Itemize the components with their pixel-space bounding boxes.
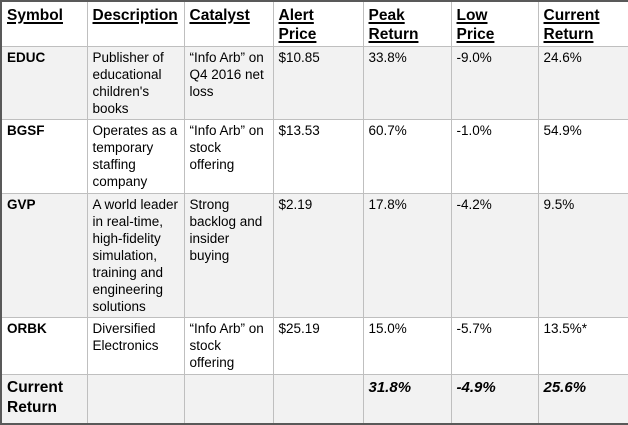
catalyst-cell: Strong backlog and insider buying bbox=[183, 193, 274, 318]
peak-return-cell: 17.8% bbox=[362, 193, 452, 318]
alert-price-cell: $25.19 bbox=[272, 317, 364, 375]
catalyst-cell: “Info Arb” on stock offering bbox=[183, 317, 274, 375]
header-row: Symbol Description Catalyst Alert Price … bbox=[0, 0, 628, 47]
alert-price-cell: $2.19 bbox=[272, 193, 364, 318]
symbol-cell: BGSF bbox=[0, 119, 88, 194]
symbol-cell: GVP bbox=[0, 193, 88, 318]
footer-empty-alert-price bbox=[272, 374, 364, 424]
table-row-orbk: ORBK Diversified Electronics “Info Arb” … bbox=[0, 317, 628, 375]
footer-low-price: -4.9% bbox=[450, 374, 539, 424]
peak-return-cell: 33.8% bbox=[362, 46, 452, 120]
header-cell-peak-return: Peak Return bbox=[362, 0, 452, 47]
header-cell-alert-price: Alert Price bbox=[272, 0, 364, 47]
footer-empty-catalyst bbox=[183, 374, 274, 424]
description-cell: Operates as a temporary staffing company bbox=[86, 119, 185, 194]
low-price-cell: -1.0% bbox=[450, 119, 539, 194]
footer-peak-return: 31.8% bbox=[362, 374, 452, 424]
alert-price-cell: $13.53 bbox=[272, 119, 364, 194]
footer-empty-description bbox=[86, 374, 185, 424]
current-return-cell: 54.9% bbox=[537, 119, 628, 194]
description-cell: Diversified Electronics bbox=[86, 317, 185, 375]
footer-row: Current Return 31.8% -4.9% 25.6% bbox=[0, 374, 628, 424]
peak-return-cell: 15.0% bbox=[362, 317, 452, 375]
description-cell: A world leader in real-time, high-fideli… bbox=[86, 193, 185, 318]
table-row-gvp: GVP A world leader in real-time, high-fi… bbox=[0, 193, 628, 318]
current-return-cell: 9.5% bbox=[537, 193, 628, 318]
description-cell: Publisher of educational children's book… bbox=[86, 46, 185, 120]
current-return-cell: 13.5%* bbox=[537, 317, 628, 375]
symbol-cell: EDUC bbox=[0, 46, 88, 120]
alert-price-cell: $10.85 bbox=[272, 46, 364, 120]
header-cell-catalyst: Catalyst bbox=[183, 0, 274, 47]
footer-label: Current Return bbox=[0, 374, 88, 424]
catalyst-cell: “Info Arb” on stock offering bbox=[183, 119, 274, 194]
catalyst-cell: “Info Arb” on Q4 2016 net loss bbox=[183, 46, 274, 120]
table-row-educ: EDUC Publisher of educational children's… bbox=[0, 46, 628, 120]
header-cell-symbol: Symbol bbox=[0, 0, 88, 47]
peak-return-cell: 60.7% bbox=[362, 119, 452, 194]
low-price-cell: -5.7% bbox=[450, 317, 539, 375]
header-cell-description: Description bbox=[86, 0, 185, 47]
current-return-cell: 24.6% bbox=[537, 46, 628, 120]
low-price-cell: -9.0% bbox=[450, 46, 539, 120]
table-row-bgsf: BGSF Operates as a temporary staffing co… bbox=[0, 119, 628, 194]
low-price-cell: -4.2% bbox=[450, 193, 539, 318]
header-cell-current-return: Current Return bbox=[537, 0, 628, 47]
symbol-cell: ORBK bbox=[0, 317, 88, 375]
footer-current-return: 25.6% bbox=[537, 374, 628, 424]
header-cell-low-price: Low Price bbox=[450, 0, 539, 47]
